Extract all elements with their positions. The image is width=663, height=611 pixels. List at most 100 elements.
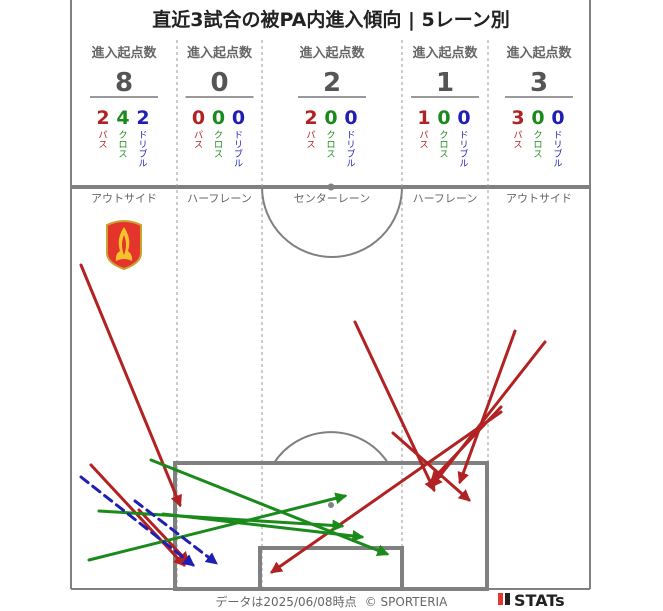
dribble-label-char: ブ — [346, 148, 355, 160]
pass-label-char: ス — [513, 141, 522, 151]
entry-arrows — [79, 263, 547, 574]
dribble-label-char: リ — [138, 141, 147, 151]
footer-date: データは2025/06/08時点 — [215, 594, 356, 609]
entry-count-label: 進入起点数 — [299, 45, 365, 61]
dribble-label-char: ブ — [459, 148, 468, 160]
entry-total: 1 — [436, 68, 454, 98]
pass-label-char: ス — [306, 141, 315, 151]
cross-count: 0 — [531, 107, 544, 129]
pass-arrow — [457, 329, 517, 485]
cross-label-char: ロ — [326, 141, 335, 151]
pass-label-char: パ — [98, 130, 107, 141]
footer-copyright: © SPORTERIA — [365, 595, 448, 609]
entry-total: 0 — [210, 68, 228, 98]
lane-name: センターレーン — [294, 192, 370, 205]
cross-label-char: ク — [118, 130, 127, 141]
cross-label-char: ロ — [118, 141, 127, 151]
pass-count: 1 — [417, 107, 430, 129]
pass-count: 0 — [192, 107, 205, 129]
dribble-count: 2 — [136, 107, 149, 129]
pass-label-char: パ — [194, 130, 203, 141]
center-spot — [327, 183, 335, 191]
pass-label-char: ス — [194, 141, 203, 151]
cross-label-char: ロ — [533, 141, 542, 151]
entry-total: 2 — [323, 68, 341, 98]
dribble-count: 0 — [551, 107, 564, 129]
pass-count: 2 — [96, 107, 109, 129]
chart-title: 直近3試合の被PA内進入傾向 | 5レーン別 — [152, 8, 510, 31]
dribble-label-char: ド — [234, 131, 243, 141]
penalty-arc — [273, 431, 389, 464]
pass-label-char: ス — [98, 141, 107, 151]
cross-count: 0 — [324, 107, 337, 129]
stats-logo: STATs — [498, 591, 565, 610]
center-circle — [261, 186, 403, 258]
cross-label-char: ス — [439, 150, 448, 160]
cross-arrow — [161, 512, 365, 542]
dribble-label-char: ド — [346, 131, 355, 141]
entry-count-label: 進入起点数 — [506, 45, 572, 61]
dribble-arrow — [133, 499, 218, 565]
dribble-label-char: ド — [138, 131, 147, 141]
cross-count: 0 — [212, 107, 225, 129]
dribble-label-char: ブ — [138, 148, 147, 160]
cross-count: 4 — [116, 107, 129, 129]
dribble-label-char: リ — [234, 141, 243, 151]
lane-name: ハーフレーン — [413, 192, 478, 205]
lane-name: ハーフレーン — [187, 192, 252, 205]
pass-label-char: パ — [513, 130, 522, 141]
dribble-count: 0 — [232, 107, 245, 129]
dribble-label-char: リ — [553, 141, 562, 151]
entry-total: 8 — [115, 68, 133, 98]
cross-label-char: ク — [533, 130, 542, 141]
dribble-label-char: ド — [553, 131, 562, 141]
dribble-label-char: リ — [459, 141, 468, 151]
pass-arrow — [353, 320, 436, 493]
dribble-label-char: ド — [459, 131, 468, 141]
dribble-count: 0 — [457, 107, 470, 129]
pass-label-char: パ — [419, 130, 428, 141]
dribble-arrow — [79, 475, 195, 567]
cross-label-char: ス — [214, 150, 223, 160]
pass-label-char: ス — [419, 141, 428, 151]
entry-count-label: 進入起点数 — [91, 45, 157, 61]
cross-label-char: ス — [118, 150, 127, 160]
lane-name: アウトサイド — [91, 192, 157, 205]
dribble-label-char: ブ — [553, 148, 562, 160]
cross-label-char: ロ — [214, 141, 223, 151]
cross-arrow — [87, 492, 348, 562]
entry-total: 3 — [530, 68, 548, 98]
cross-count: 0 — [437, 107, 450, 129]
lane-name: アウトサイド — [506, 192, 572, 205]
dribble-label-char: ル — [138, 160, 147, 170]
cross-arrow — [97, 509, 345, 532]
cross-label-char: ク — [326, 130, 335, 141]
dribble-label-char: リ — [346, 141, 355, 151]
pass-arrow — [391, 431, 471, 502]
penalty-spot — [328, 502, 334, 508]
pass-label-char: パ — [306, 130, 315, 141]
dribble-label-char: ル — [553, 160, 562, 170]
dribble-label-char: ル — [346, 160, 355, 170]
pass-arrow — [430, 405, 503, 482]
dribble-count: 0 — [344, 107, 357, 129]
team-logo — [106, 220, 142, 271]
cross-label-char: ク — [214, 130, 223, 141]
lane-stats: 進入起点数82パス4クロス2ドリブルアウトサイド進入起点数00パス0クロス0ドリ… — [90, 45, 573, 205]
dribble-label-char: ル — [234, 160, 243, 170]
pass-count: 2 — [304, 107, 317, 129]
pass-arrow — [89, 463, 186, 567]
goal-area — [258, 546, 404, 591]
cross-label-char: ク — [439, 130, 448, 141]
pass-arrow — [270, 410, 503, 574]
entry-count-label: 進入起点数 — [187, 45, 253, 61]
cross-arrow — [149, 458, 390, 557]
cross-label-char: ス — [326, 150, 335, 160]
cross-label-char: ス — [533, 150, 542, 160]
